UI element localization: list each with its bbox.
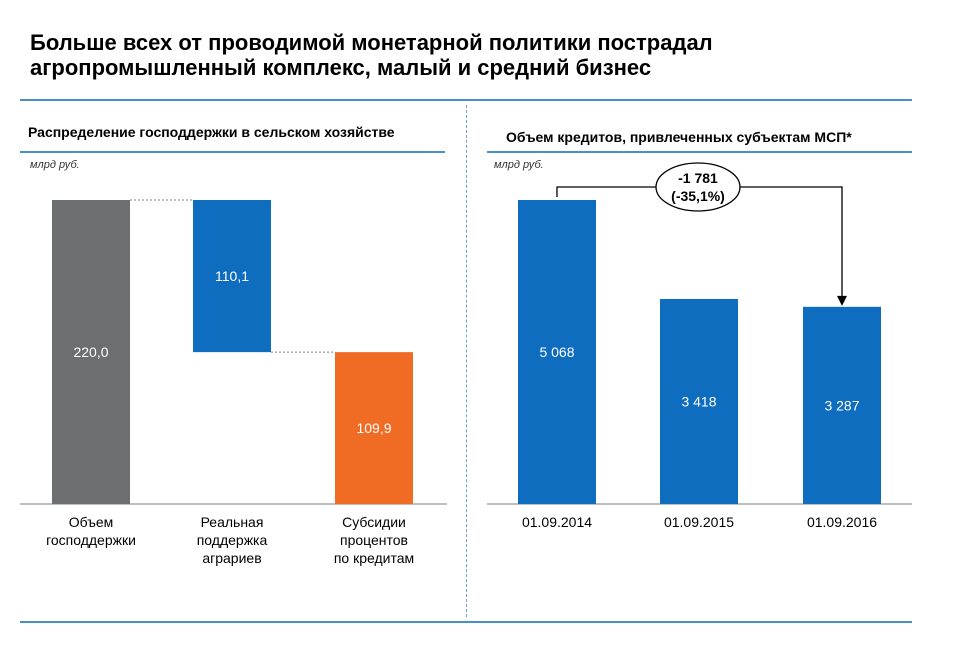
waterfall-bar bbox=[335, 352, 413, 504]
bar bbox=[518, 200, 596, 504]
x-tick-label-line: по кредитам bbox=[334, 550, 414, 566]
x-tick-label-line: господдержки bbox=[46, 532, 136, 548]
page-title-line-1: Больше всех от проводимой монетарной пол… bbox=[30, 30, 713, 55]
left-title-rule bbox=[20, 151, 445, 153]
x-tick-label: 01.09.2016 bbox=[807, 514, 877, 530]
bar bbox=[660, 298, 738, 504]
x-tick-label-line: поддержка bbox=[197, 532, 268, 548]
left-chart-title: Распределение господдержки в сельском хо… bbox=[28, 124, 395, 140]
change-callout-ellipse bbox=[655, 162, 741, 212]
panel-divider bbox=[466, 105, 467, 617]
x-tick-label: Субсидии процентов по кредитам bbox=[334, 514, 414, 566]
x-tick-label: Объем господдержки bbox=[46, 514, 136, 548]
footer-rule bbox=[20, 621, 912, 623]
x-tick-label-line: процентов bbox=[340, 532, 408, 548]
bar-value-label: 5 068 bbox=[539, 344, 574, 360]
bar-value-label: 109,9 bbox=[356, 420, 391, 436]
bar bbox=[803, 306, 881, 504]
bar-value-label: 3 287 bbox=[824, 397, 859, 413]
change-percent-label: (-35,1%) bbox=[671, 188, 725, 204]
change-absolute-label: -1 781 bbox=[678, 170, 718, 186]
right-title-rule bbox=[487, 151, 912, 153]
x-tick-label: 01.09.2014 bbox=[522, 514, 592, 530]
waterfall-bar bbox=[193, 200, 271, 353]
x-tick-label: 01.09.2015 bbox=[664, 514, 734, 530]
bar-value-label: 220,0 bbox=[73, 344, 108, 360]
x-tick-label-line: Объем bbox=[69, 514, 114, 530]
bar-value-label: 3 418 bbox=[681, 393, 716, 409]
x-tick-label-line: аграриев bbox=[202, 550, 261, 566]
x-tick-label-line: Субсидии bbox=[342, 514, 406, 530]
x-tick-label-line: Реальная bbox=[201, 514, 264, 530]
waterfall-bar bbox=[52, 200, 130, 504]
header-rule bbox=[20, 99, 912, 101]
x-tick-label: Реальная поддержка аграриев bbox=[197, 514, 268, 566]
right-chart-title: Объем кредитов, привлеченных субъектам М… bbox=[506, 129, 852, 145]
left-chart-unit: млрд руб. bbox=[30, 159, 80, 171]
bar-value-label: 110,1 bbox=[215, 268, 249, 284]
right-chart-unit: млрд руб. bbox=[494, 159, 544, 171]
page-title-line-2: агропромышленный комплекс, малый и средн… bbox=[30, 55, 652, 80]
page-title: Больше всех от проводимой монетарной пол… bbox=[30, 30, 930, 80]
change-arrowhead bbox=[837, 295, 847, 306]
